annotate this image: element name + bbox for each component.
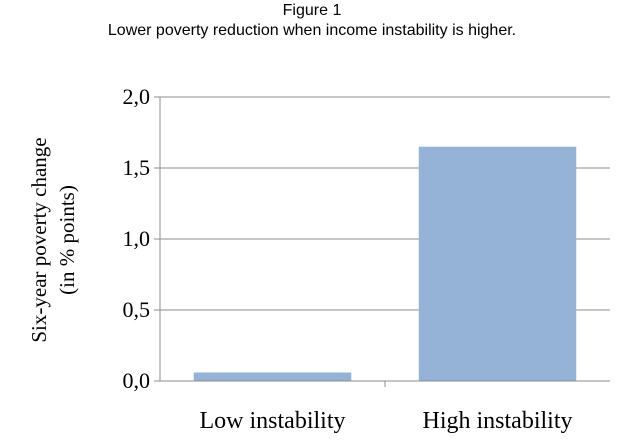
figure-label: Figure 1 — [282, 2, 342, 19]
y-tick-label: 2,0 — [123, 84, 151, 109]
labels: 0,0 0,5 1,0 1,5 2,0 Low instability High insta… — [123, 84, 573, 434]
y-axis-label-line-1: Six-year poverty change — [27, 137, 51, 342]
x-category-label: Low instability — [200, 408, 346, 434]
y-tick-label: 1,0 — [123, 226, 151, 251]
x-category-label: High instability — [423, 408, 573, 434]
y-tick-label: 0,0 — [123, 368, 151, 393]
y-axis-label-line-2: (in % points) — [55, 185, 79, 295]
bars — [193, 146, 577, 381]
bar-low-instability — [193, 372, 352, 381]
bar-high-instability — [418, 146, 577, 381]
axes — [154, 96, 610, 387]
y-tick-label: 0,5 — [123, 297, 151, 322]
y-tick-label: 1,5 — [123, 155, 151, 180]
figure-caption: Lower poverty reduction when income inst… — [107, 22, 517, 39]
